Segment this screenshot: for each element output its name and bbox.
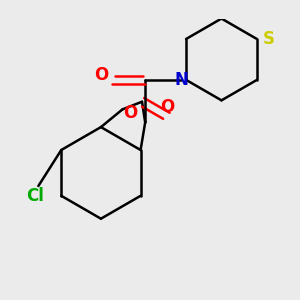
Text: O: O [94,66,108,84]
Text: N: N [174,71,188,89]
Text: O: O [124,103,138,122]
Text: S: S [262,30,274,48]
Text: O: O [160,98,175,116]
Text: Cl: Cl [26,187,44,205]
